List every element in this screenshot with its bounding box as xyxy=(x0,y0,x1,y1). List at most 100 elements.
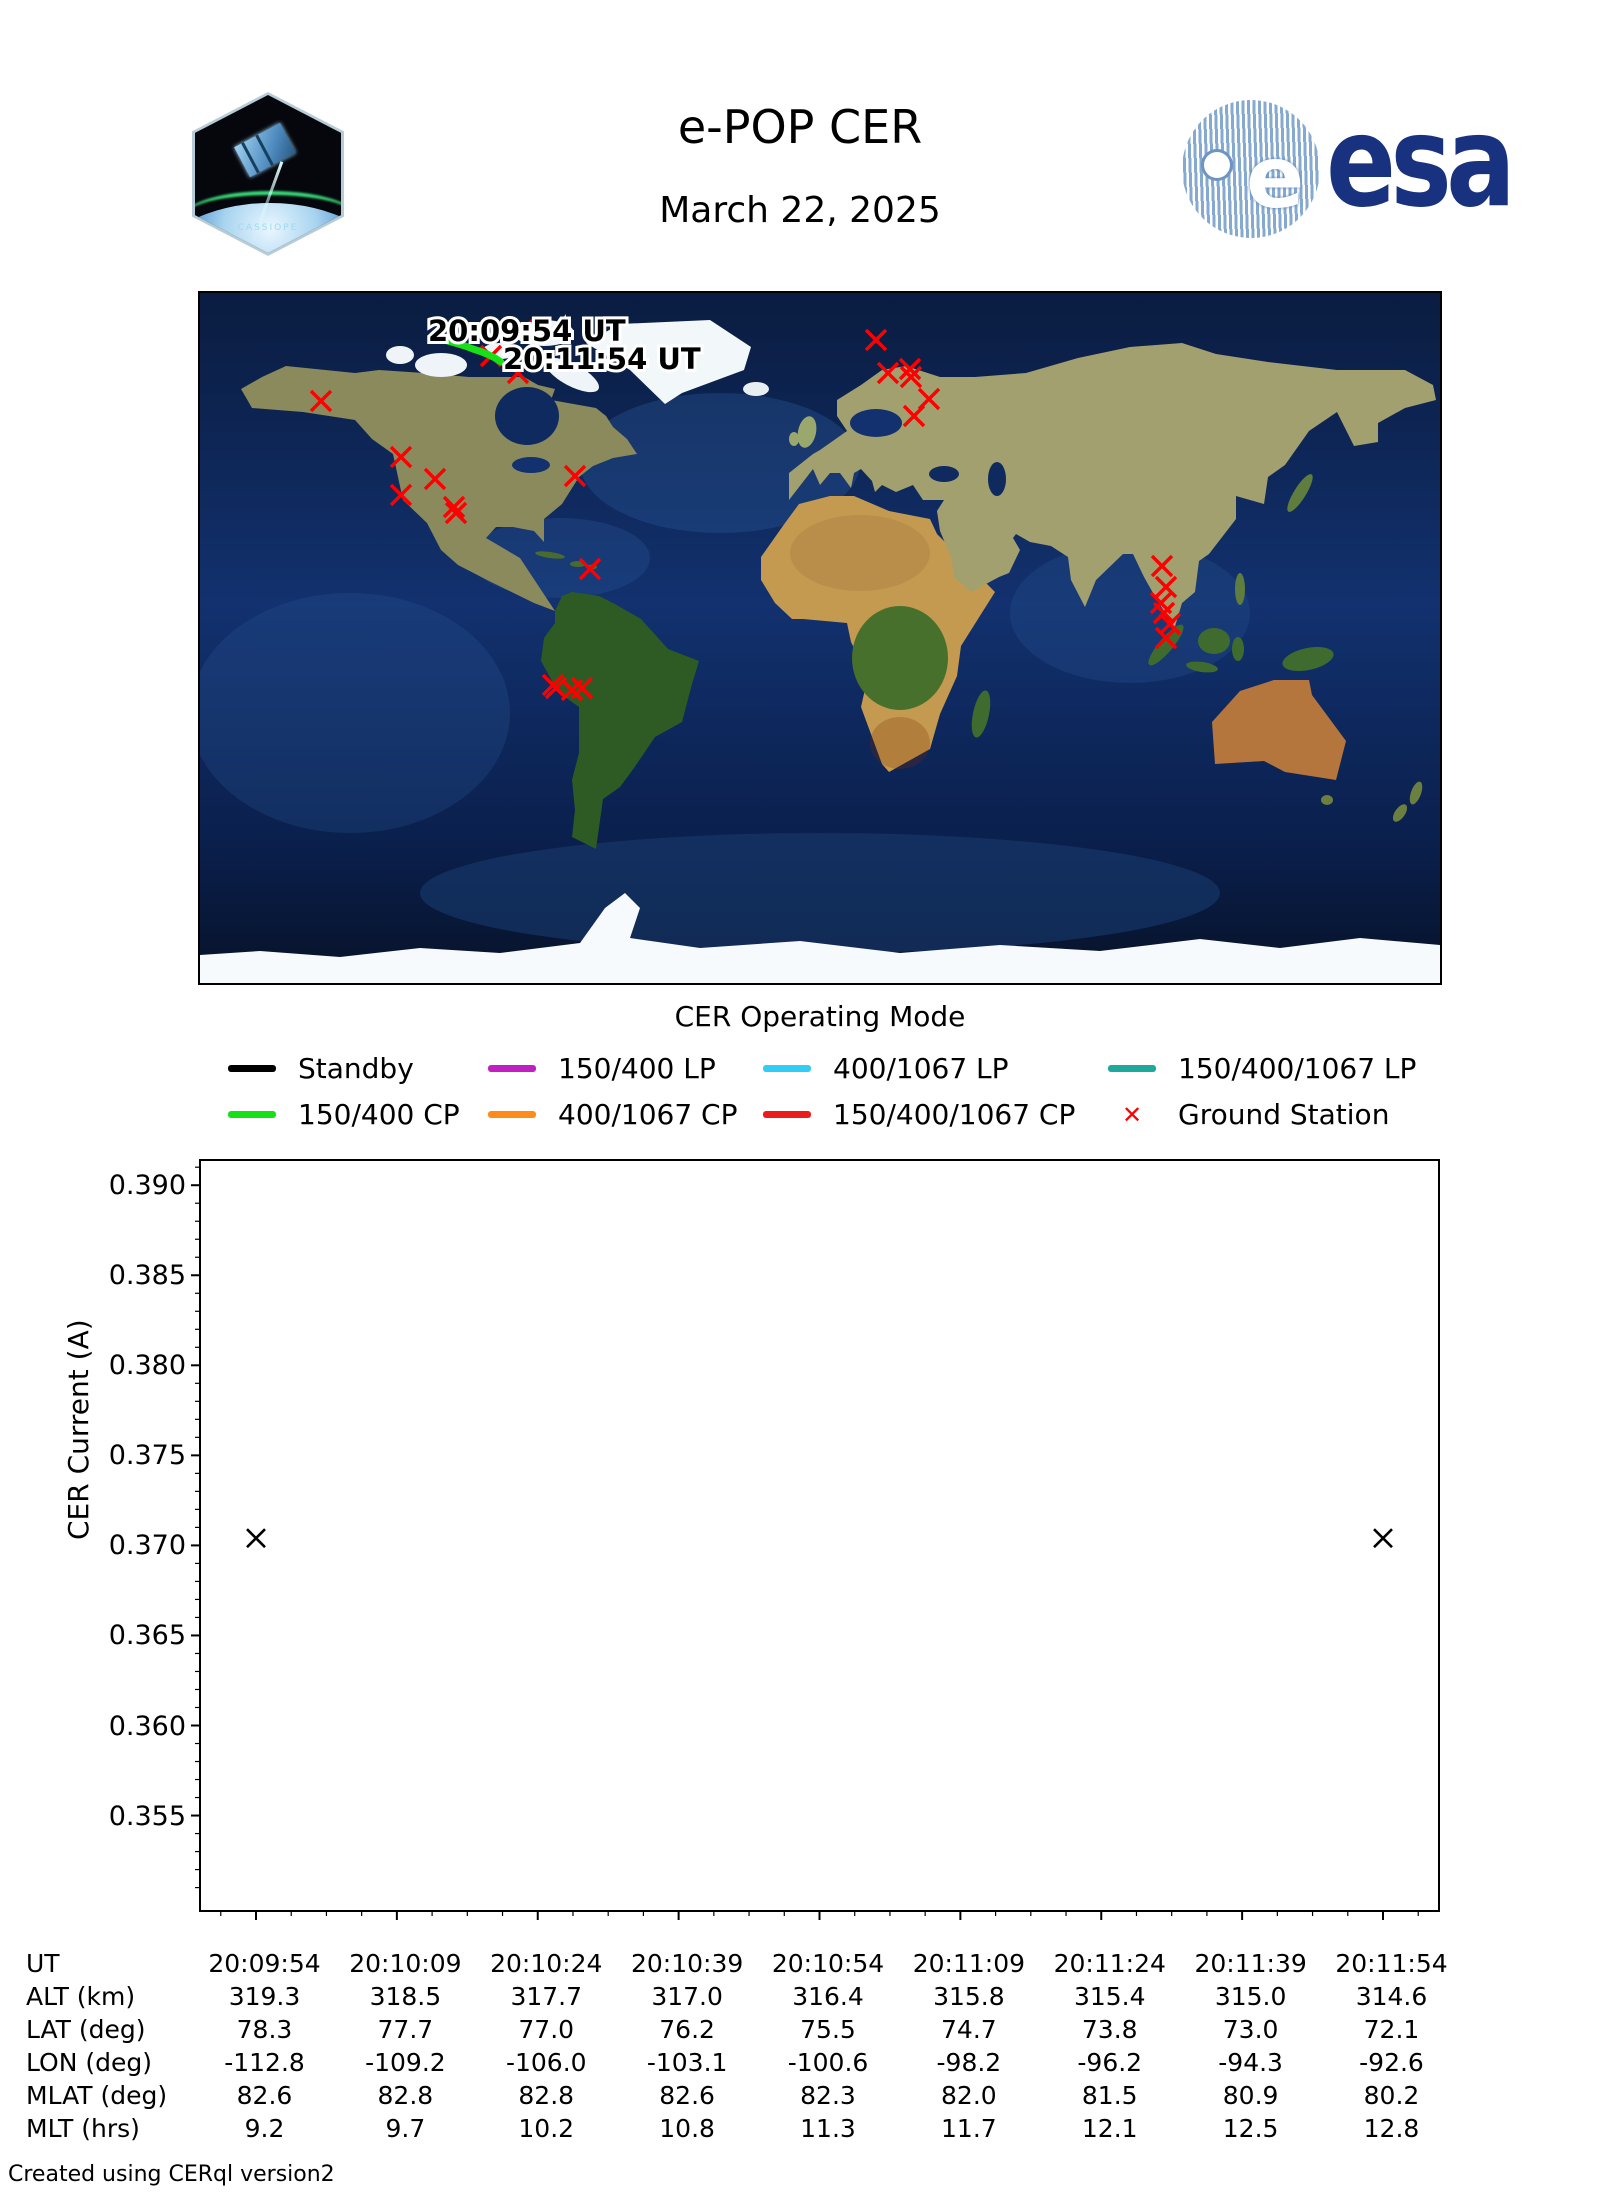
legend-item-label: Standby xyxy=(298,1052,414,1085)
table-cell: -109.2 xyxy=(365,2048,446,2077)
table-cell: 82.3 xyxy=(800,2081,856,2110)
baltic-sea xyxy=(850,409,902,437)
table-cell: 20:10:54 xyxy=(771,1949,885,1978)
great-lakes xyxy=(512,457,550,473)
ground-station-marker xyxy=(1154,626,1178,650)
cassiope-patch-art: CASSIOPE xyxy=(195,95,341,253)
legend-line-swatch xyxy=(1108,1065,1156,1072)
table-row: LAT (deg) 78.3 77.7 77.0 76.2 75.5 74.7 73.8 73.… xyxy=(0,2013,1600,2046)
table-cell: 75.5 xyxy=(800,2015,856,2044)
data-point-x-marker xyxy=(1373,1528,1393,1549)
table-cell: 82.6 xyxy=(236,2081,293,2110)
ground-station-marker xyxy=(578,557,602,581)
table-cell: 73.0 xyxy=(1222,2015,1279,2044)
table-cell: 82.0 xyxy=(941,2081,997,2110)
table-cell: -94.3 xyxy=(1218,2048,1283,2077)
ground-station-marker xyxy=(423,467,447,491)
legend-item: 400/1067 CP xyxy=(488,1098,737,1131)
table-row: UT 20:09:54 20:10:09 20:10:24 20:10:39 20:10:… xyxy=(0,1947,1600,1980)
ground-station-marker xyxy=(563,464,587,488)
table-cell: 315.8 xyxy=(933,1982,1005,2011)
cassiope-mission-patch: CASSIOPE xyxy=(192,92,344,256)
legend-item: 150/400/1067 LP xyxy=(1108,1052,1416,1085)
table-cell: 317.7 xyxy=(510,1982,583,2011)
track-time-label: 20:09:54 UT xyxy=(428,314,626,348)
table-cell: 20:11:09 xyxy=(912,1949,1026,1978)
table-row-label: UT xyxy=(26,1949,60,1978)
table-cell: 20:10:39 xyxy=(630,1949,744,1978)
table-cell: -100.6 xyxy=(787,2048,869,2077)
table-cell: 10.2 xyxy=(518,2114,575,2143)
table-cell: 12.1 xyxy=(1081,2114,1138,2143)
table-cell: 80.2 xyxy=(1363,2081,1420,2110)
data-point-x-marker xyxy=(246,1528,266,1549)
table-cell: 74.7 xyxy=(941,2015,997,2044)
plot-frame xyxy=(199,1159,1440,1912)
ground-station-marker xyxy=(1150,554,1174,578)
table-cell: 82.8 xyxy=(518,2081,575,2110)
table-cell: 316.4 xyxy=(792,1982,864,2011)
ground-station-x-icon: ✕ xyxy=(1121,1100,1143,1129)
esa-globe-letter: e xyxy=(1246,128,1305,228)
legend-row-2: 150/400 CP 400/1067 CP 150/400/1067 CP ✕ Gro… xyxy=(0,1098,1600,1132)
y-tick-label: 0.370 xyxy=(108,1530,186,1562)
credit-text: Created using CERql version2 xyxy=(8,2162,335,2187)
table-cell: 12.8 xyxy=(1363,2114,1420,2143)
legend-item-label: 400/1067 LP xyxy=(833,1052,1009,1085)
legend-item-label: 150/400/1067 LP xyxy=(1178,1052,1417,1085)
legend-item-label: Ground Station xyxy=(1178,1098,1390,1131)
table-cell: -96.2 xyxy=(1077,2048,1143,2077)
table-cell: 20:09:54 xyxy=(208,1949,321,1978)
ground-station-marker xyxy=(898,357,922,381)
ground-station-marker xyxy=(442,495,466,519)
legend-item-label: 400/1067 CP xyxy=(558,1098,738,1131)
table-cell: 10.8 xyxy=(659,2114,715,2143)
table-cell: 78.3 xyxy=(236,2015,293,2044)
y-tick-label: 0.375 xyxy=(108,1440,186,1472)
black-sea xyxy=(929,466,959,482)
table-cell: 11.3 xyxy=(800,2114,856,2143)
table-cell: 12.5 xyxy=(1222,2114,1279,2143)
hudson-bay xyxy=(495,387,559,445)
legend-line-swatch xyxy=(488,1065,536,1072)
ground-track-map: 20:09:54 UT 20:11:54 UT xyxy=(198,291,1442,985)
esa-wordmark: esa xyxy=(1326,88,1516,235)
table-cell: 82.8 xyxy=(377,2081,434,2110)
table-cell: 20:11:39 xyxy=(1194,1949,1307,1978)
ground-station-marker xyxy=(309,389,333,413)
table-cell: 20:10:24 xyxy=(490,1949,603,1978)
table-cell: 318.5 xyxy=(369,1982,442,2011)
table-cell: 73.8 xyxy=(1081,2015,1138,2044)
legend-item: 400/1067 LP xyxy=(763,1052,1009,1085)
table-cell: 80.9 xyxy=(1222,2081,1279,2110)
page-date: March 22, 2025 xyxy=(659,190,941,231)
table-cell: 11.7 xyxy=(941,2114,997,2143)
y-tick-label: 0.365 xyxy=(108,1620,186,1652)
ground-station-marker xyxy=(1158,612,1182,636)
esa-globe-dot xyxy=(1204,152,1230,178)
table-cell: 72.1 xyxy=(1363,2015,1420,2044)
legend-item: Standby xyxy=(228,1052,414,1085)
legend-line-swatch xyxy=(488,1111,536,1118)
table-row-label: MLAT (deg) xyxy=(26,2081,168,2110)
legend-item-label: 150/400/1067 CP xyxy=(833,1098,1076,1131)
table-row-label: ALT (km) xyxy=(26,1982,136,2011)
ground-station-marker xyxy=(570,676,594,700)
table-row: MLT (hrs) 9.2 9.7 10.2 10.8 11.3 11.7 12.1 12.5 1… xyxy=(0,2112,1600,2145)
table-cell: 9.7 xyxy=(385,2114,426,2143)
legend-line-swatch xyxy=(228,1065,276,1072)
ground-station-marker xyxy=(864,328,888,352)
satellite-icon xyxy=(234,122,296,178)
antarctica xyxy=(200,893,1440,983)
legend-item-label: 150/400 LP xyxy=(558,1052,716,1085)
table-cell: 314.6 xyxy=(1355,1982,1428,2011)
legend-item: 150/400 CP xyxy=(228,1098,460,1131)
table-cell: 315.4 xyxy=(1073,1982,1146,2011)
table-row-label: LAT (deg) xyxy=(26,2015,146,2044)
table-cell: 76.2 xyxy=(659,2015,715,2044)
ground-station-marker xyxy=(876,361,900,385)
cer-current-chart xyxy=(191,1159,1440,1920)
y-tick-label: 0.380 xyxy=(108,1350,186,1382)
